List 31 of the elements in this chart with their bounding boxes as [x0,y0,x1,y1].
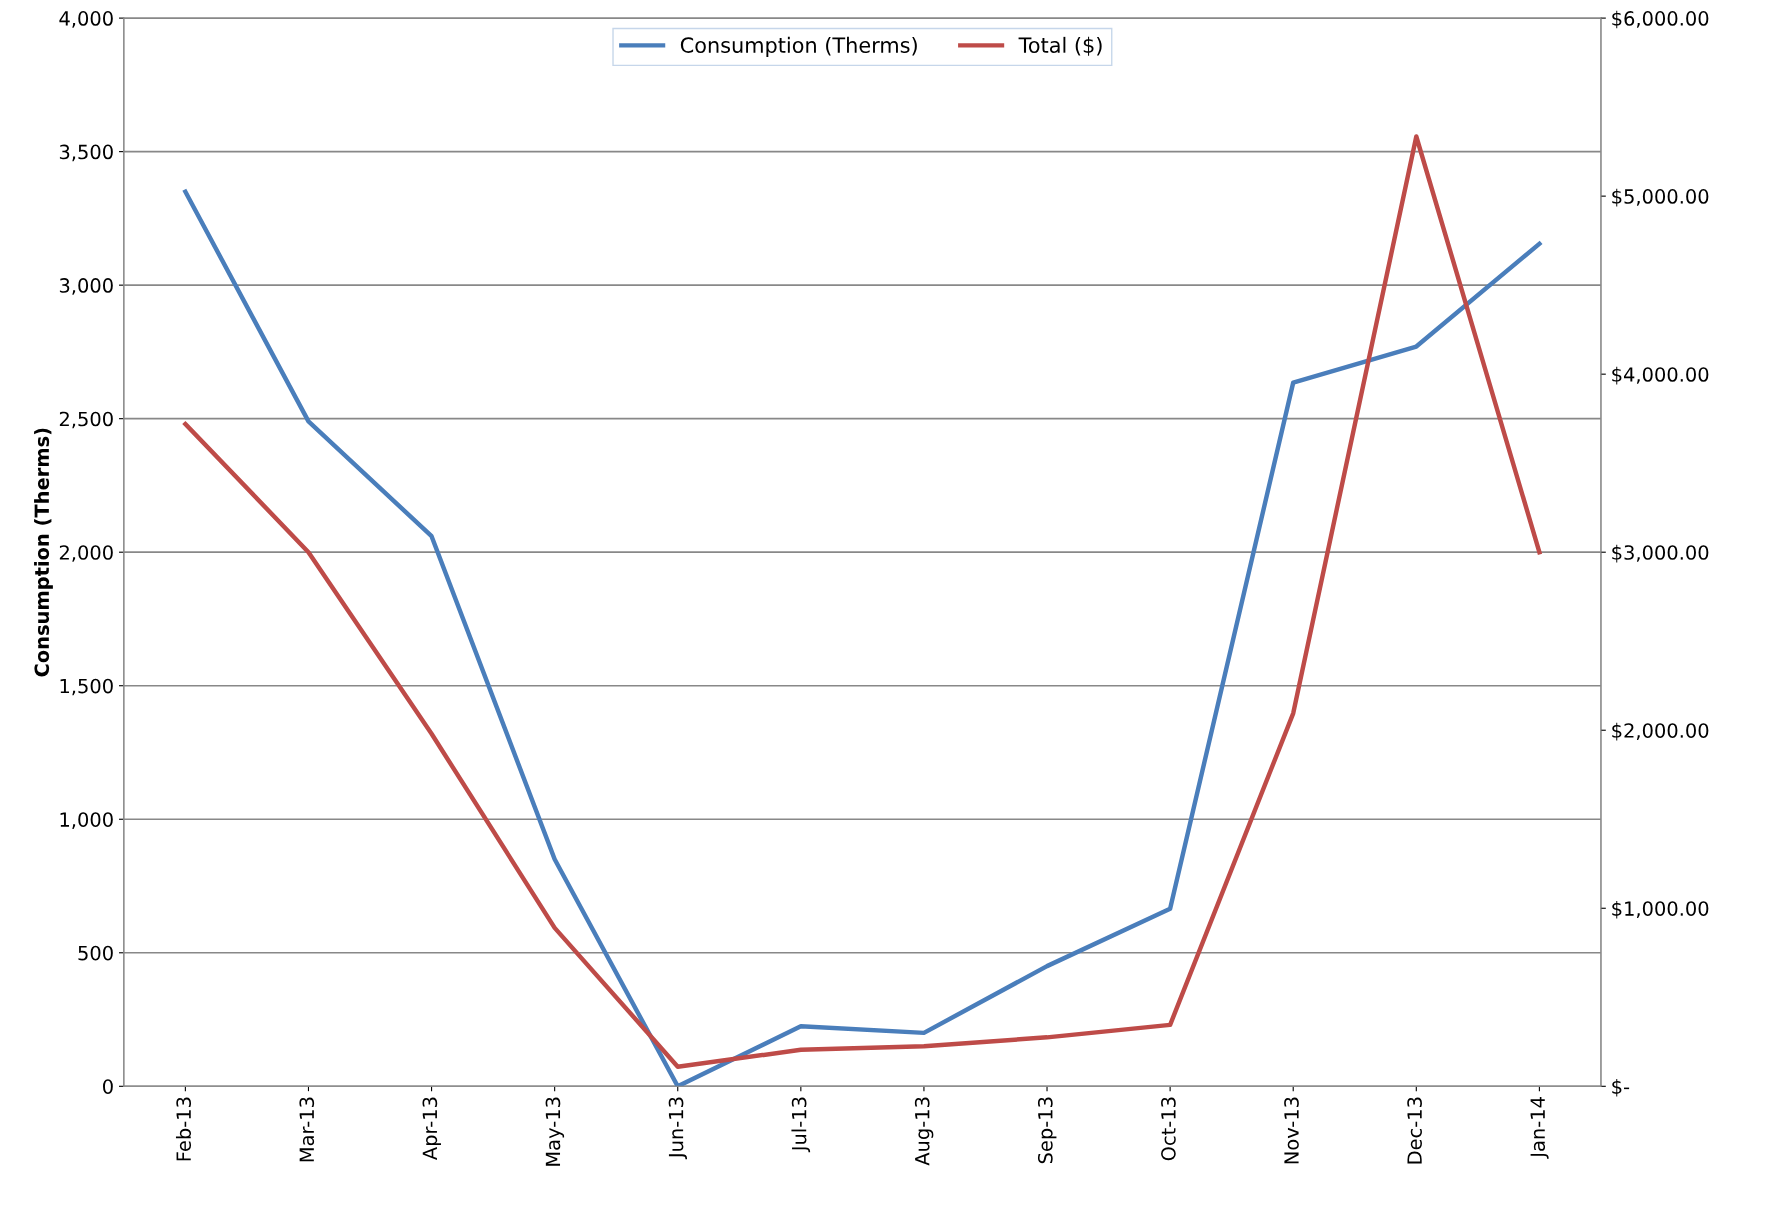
x-tick-label: Feb-13 [175,1097,192,1161]
y-tick-label: 2,500 [59,411,113,429]
x-tick-label: Dec-13 [1407,1097,1422,1164]
y-tick-label: 0 [103,1079,113,1094]
y2-tick-label: $3,000.00 [1612,544,1709,563]
y-tick-label: 1,000 [60,812,113,829]
y-tick-label: 2,000 [59,545,113,562]
y-tick-label: 3,500 [59,144,113,162]
x-tick-label: Nov-13 [1284,1097,1299,1164]
x-tick-label: Jul-13 [791,1097,811,1153]
x-tick-label: Jun-13 [668,1097,688,1160]
x-tick-label: Aug-13 [914,1097,934,1166]
y-tick-label: 3,000 [59,278,113,295]
x-tick-label: Apr-13 [422,1097,441,1161]
y-axis-title: Consumption (Therms) [34,428,53,677]
y2-tick-label: $4,000.00 [1612,366,1709,385]
y-tick-label: 1,500 [60,678,113,696]
legend-label: Total ($) [1018,36,1102,56]
y2-tick-label: $6,000.00 [1612,10,1709,29]
legend-label: Consumption (Therms) [680,36,917,58]
y2-tick-label: $2,000.00 [1612,722,1709,741]
y-tick-label: 500 [78,945,113,961]
x-tick-label: Mar-13 [299,1097,315,1162]
x-tick-label: Sep-13 [1037,1097,1057,1164]
x-tick-label: Jan-14 [1530,1097,1549,1159]
y2-tick-label: $5,000.00 [1612,188,1709,207]
y-tick-label: 4,000 [59,11,113,28]
y2-tick-label: $1,000.00 [1612,900,1709,919]
y2-tick-label: $- [1612,1078,1630,1097]
x-tick-label: May-13 [545,1097,565,1166]
x-tick-label: Oct-13 [1161,1097,1176,1161]
